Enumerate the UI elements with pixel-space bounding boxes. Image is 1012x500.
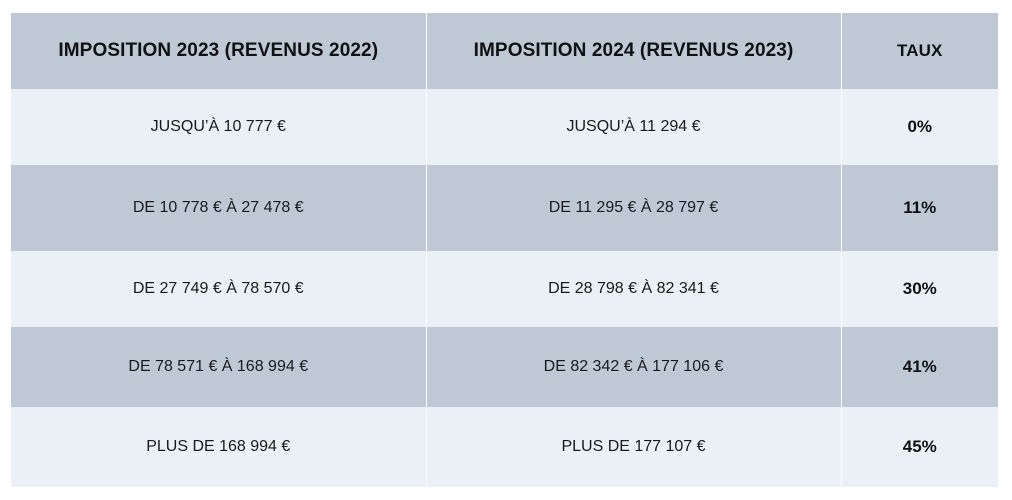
table-row: PLUS DE 168 994 € PLUS DE 177 107 € 45%	[11, 407, 998, 487]
table-body: JUSQU’À 10 777 € JUSQU’À 11 294 € 0% DE …	[11, 89, 998, 487]
rate-cell: 45%	[902, 437, 937, 456]
header-row: IMPOSITION 2023 (REVENUS 2022) IMPOSITIO…	[11, 13, 998, 89]
bracket-2023-cell: DE 10 778 € À 27 478 €	[11, 165, 427, 251]
rate-cell: 41%	[902, 357, 937, 376]
bracket-2024-cell: JUSQU’À 11 294 €	[426, 89, 842, 165]
column-header-imposition-2023: IMPOSITION 2023 (REVENUS 2022)	[11, 13, 427, 89]
column-header-taux: TAUX	[897, 41, 943, 60]
table-row: JUSQU’À 10 777 € JUSQU’À 11 294 € 0%	[11, 89, 998, 165]
bracket-2023-cell: JUSQU’À 10 777 €	[11, 89, 427, 165]
table-header: IMPOSITION 2023 (REVENUS 2022) IMPOSITIO…	[11, 13, 998, 89]
bracket-2023-cell: DE 78 571 € À 168 994 €	[11, 327, 427, 407]
table-row: DE 10 778 € À 27 478 € DE 11 295 € À 28 …	[11, 165, 998, 251]
bracket-2024-cell: PLUS DE 177 107 €	[426, 407, 842, 487]
rate-cell: 0%	[907, 117, 933, 136]
rate-cell: 30%	[902, 279, 937, 298]
bracket-2024-cell: DE 82 342 € À 177 106 €	[426, 327, 842, 407]
bracket-2023-cell: PLUS DE 168 994 €	[11, 407, 427, 487]
table-row: DE 78 571 € À 168 994 € DE 82 342 € À 17…	[11, 327, 998, 407]
bracket-2024-cell: DE 28 798 € À 82 341 €	[426, 251, 842, 327]
bracket-2023-cell: DE 27 749 € À 78 570 €	[11, 251, 427, 327]
tax-bracket-table: IMPOSITION 2023 (REVENUS 2022) IMPOSITIO…	[11, 13, 998, 487]
bracket-2024-cell: DE 11 295 € À 28 797 €	[426, 165, 842, 251]
rate-cell: 11%	[903, 198, 937, 217]
table-row: DE 27 749 € À 78 570 € DE 28 798 € À 82 …	[11, 251, 998, 327]
column-header-imposition-2024: IMPOSITION 2024 (REVENUS 2023)	[426, 13, 842, 89]
